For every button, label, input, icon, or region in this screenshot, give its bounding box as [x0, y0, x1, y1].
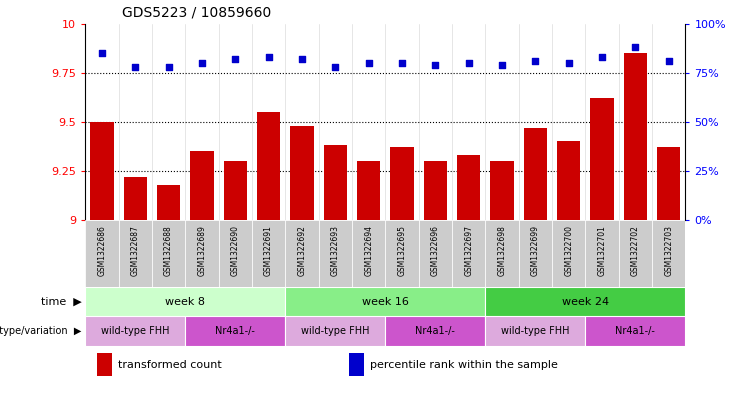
Bar — [385, 220, 419, 287]
Bar — [349, 353, 365, 376]
Bar — [619, 220, 652, 287]
Point — [630, 44, 642, 50]
Bar — [224, 161, 247, 220]
Point — [462, 60, 474, 66]
Bar — [485, 316, 585, 346]
Text: GSM1322697: GSM1322697 — [464, 225, 473, 276]
Text: GSM1322693: GSM1322693 — [330, 225, 340, 276]
Text: percentile rank within the sample: percentile rank within the sample — [370, 360, 558, 370]
Bar — [219, 220, 252, 287]
Text: GSM1322690: GSM1322690 — [230, 225, 240, 276]
Point — [429, 62, 441, 68]
Bar — [485, 287, 685, 316]
Text: GSM1322698: GSM1322698 — [497, 225, 507, 275]
Bar — [185, 220, 219, 287]
Bar — [424, 161, 447, 220]
Bar — [652, 220, 685, 287]
Bar — [419, 220, 452, 287]
Bar — [152, 220, 185, 287]
Text: wild-type FHH: wild-type FHH — [301, 326, 370, 336]
Bar — [97, 353, 112, 376]
Text: wild-type FHH: wild-type FHH — [501, 326, 570, 336]
Bar — [585, 220, 619, 287]
Text: GSM1322696: GSM1322696 — [431, 225, 440, 276]
Bar — [557, 141, 580, 220]
Text: GSM1322689: GSM1322689 — [197, 225, 207, 275]
Bar — [385, 316, 485, 346]
Text: week 8: week 8 — [165, 297, 205, 307]
Bar — [285, 287, 485, 316]
Point — [162, 64, 175, 70]
Bar — [624, 53, 647, 220]
Point — [229, 56, 241, 62]
Text: GSM1322700: GSM1322700 — [564, 225, 574, 276]
Bar — [119, 220, 152, 287]
Point — [329, 64, 341, 70]
Bar — [491, 161, 514, 220]
Bar — [285, 220, 319, 287]
Bar — [457, 155, 480, 220]
Bar — [657, 147, 680, 220]
Bar — [124, 177, 147, 220]
Point — [296, 56, 308, 62]
Text: GSM1322688: GSM1322688 — [164, 225, 173, 275]
Text: GSM1322686: GSM1322686 — [97, 225, 107, 275]
Point — [396, 60, 408, 66]
Bar — [485, 220, 519, 287]
Point — [563, 60, 575, 66]
Text: GSM1322687: GSM1322687 — [130, 225, 140, 275]
Bar — [85, 287, 285, 316]
Text: GSM1322703: GSM1322703 — [664, 225, 674, 276]
Text: time  ▶: time ▶ — [41, 297, 82, 307]
Bar — [252, 220, 285, 287]
Point — [529, 58, 541, 64]
Text: Nr4a1-/-: Nr4a1-/- — [416, 326, 455, 336]
Bar — [452, 220, 485, 287]
Bar — [524, 128, 547, 220]
Bar — [85, 316, 185, 346]
Text: GSM1322694: GSM1322694 — [364, 225, 373, 276]
Bar — [157, 185, 180, 220]
Bar — [552, 220, 585, 287]
Text: GSM1322701: GSM1322701 — [597, 225, 607, 275]
Bar — [324, 145, 347, 220]
Bar — [357, 161, 380, 220]
Point — [196, 60, 207, 66]
Point — [496, 62, 508, 68]
Bar — [352, 220, 385, 287]
Bar — [190, 151, 213, 220]
Bar — [391, 147, 413, 220]
Text: GSM1322702: GSM1322702 — [631, 225, 640, 275]
Text: GDS5223 / 10859660: GDS5223 / 10859660 — [122, 6, 271, 20]
Bar — [85, 220, 119, 287]
Point — [130, 64, 142, 70]
Bar — [585, 316, 685, 346]
Text: Nr4a1-/-: Nr4a1-/- — [616, 326, 655, 336]
Text: week 16: week 16 — [362, 297, 409, 307]
Bar — [185, 316, 285, 346]
Point — [663, 58, 675, 64]
Bar — [90, 122, 113, 220]
Bar — [285, 316, 385, 346]
Bar — [257, 112, 280, 220]
Bar — [319, 220, 352, 287]
Text: Nr4a1-/-: Nr4a1-/- — [216, 326, 255, 336]
Point — [96, 50, 108, 56]
Text: transformed count: transformed count — [119, 360, 222, 370]
Bar — [519, 220, 552, 287]
Text: GSM1322691: GSM1322691 — [264, 225, 273, 275]
Point — [362, 60, 374, 66]
Bar — [290, 126, 313, 220]
Text: wild-type FHH: wild-type FHH — [101, 326, 170, 336]
Bar — [591, 98, 614, 220]
Text: week 24: week 24 — [562, 297, 609, 307]
Point — [596, 54, 608, 60]
Text: genotype/variation  ▶: genotype/variation ▶ — [0, 326, 82, 336]
Text: GSM1322699: GSM1322699 — [531, 225, 540, 276]
Text: GSM1322692: GSM1322692 — [297, 225, 307, 275]
Point — [262, 54, 274, 60]
Text: GSM1322695: GSM1322695 — [397, 225, 407, 276]
